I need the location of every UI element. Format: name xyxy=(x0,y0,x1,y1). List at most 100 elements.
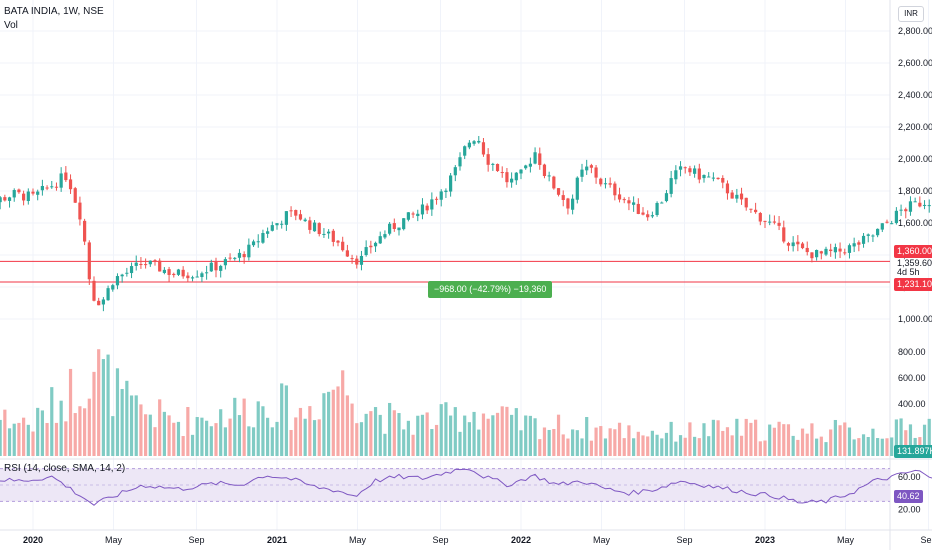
volume-bar xyxy=(148,414,152,456)
volume-bar xyxy=(890,437,894,456)
candle-body xyxy=(815,249,819,258)
volume-bar xyxy=(622,438,626,456)
candle-body xyxy=(608,183,612,185)
price-tick-label: 2,800.00 xyxy=(898,26,932,36)
volume-bar xyxy=(552,428,556,456)
volume-bar xyxy=(336,386,340,456)
candle-body xyxy=(495,163,500,172)
candle-body xyxy=(420,204,425,215)
volume-bar xyxy=(693,436,697,456)
candle-body xyxy=(7,197,12,201)
volume-bar xyxy=(866,437,870,456)
candle-body xyxy=(735,194,739,199)
volume-bar xyxy=(303,418,307,456)
lower-line-badge: 1,231.10 xyxy=(894,278,932,292)
rsi-badge: 40.62 xyxy=(894,489,923,503)
candle-body xyxy=(500,172,504,174)
candle-body xyxy=(219,265,223,271)
candle-body xyxy=(97,300,101,306)
candle-body xyxy=(660,202,664,204)
volume-bar xyxy=(322,393,326,456)
candle-body xyxy=(463,146,467,156)
candle-body xyxy=(233,257,237,259)
candle-body xyxy=(641,212,645,215)
candle-body xyxy=(148,260,152,265)
candle-body xyxy=(627,200,631,204)
candle-body xyxy=(772,221,776,223)
candle-body xyxy=(430,199,434,210)
candle-body xyxy=(908,201,913,212)
volume-bar xyxy=(289,429,293,456)
currency-button[interactable]: INR xyxy=(898,6,924,22)
candle-body xyxy=(308,220,312,230)
candle-body xyxy=(678,166,683,170)
volume-bar xyxy=(594,427,598,456)
candle-body xyxy=(716,177,720,180)
candle-body xyxy=(894,210,898,224)
volume-bar xyxy=(566,438,570,456)
candle-body xyxy=(768,221,772,223)
candle-body xyxy=(101,299,105,305)
candle-body xyxy=(284,211,288,225)
volume-bar xyxy=(819,436,823,456)
candle-body xyxy=(622,199,626,201)
volume-bar xyxy=(876,438,880,456)
candle-body xyxy=(646,214,650,218)
candle-body xyxy=(270,225,274,231)
candle-body xyxy=(683,167,687,169)
volume-bar xyxy=(17,422,21,456)
candle-body xyxy=(125,272,129,274)
volume-bar xyxy=(12,423,16,456)
volume-bar xyxy=(580,438,584,456)
candle-body xyxy=(115,276,120,286)
volume-bar xyxy=(430,429,434,456)
candle-body xyxy=(425,205,429,211)
range-measure[interactable]: −968.00 (−42.79%) −19,360 xyxy=(428,281,553,298)
volume-bar xyxy=(749,422,753,456)
legend-symbol[interactable]: BATA INDIA, 1W, NSE xyxy=(4,6,104,17)
candle-body xyxy=(0,197,2,203)
volume-bar xyxy=(383,433,387,456)
volume-bar xyxy=(280,383,284,456)
volume-bar xyxy=(449,415,453,456)
legend-rsi[interactable]: RSI (14, close, SMA, 14, 2) xyxy=(4,463,126,474)
candle-body xyxy=(411,213,415,215)
volume-bar xyxy=(416,415,420,456)
candle-body xyxy=(650,215,654,217)
volume-bar xyxy=(782,424,786,456)
volume-bar xyxy=(486,418,490,456)
candle-body xyxy=(866,234,870,236)
candle-body xyxy=(711,177,715,179)
volume-bar xyxy=(411,434,415,456)
candle-body xyxy=(327,231,331,234)
candle-body xyxy=(777,222,781,226)
volume-bar xyxy=(439,404,443,456)
volume-bar xyxy=(650,430,654,456)
time-tick-label: 2020 xyxy=(23,535,43,545)
volume-bar xyxy=(833,419,837,456)
volume-bar xyxy=(312,420,317,456)
candle-body xyxy=(158,260,162,272)
candle-body xyxy=(819,251,823,254)
candle-body xyxy=(181,269,185,277)
volume-bar xyxy=(125,380,129,456)
rsi-tick-label: 20.00 xyxy=(898,505,921,515)
candle-body xyxy=(176,269,181,275)
candle-body xyxy=(444,190,448,193)
volume-bar xyxy=(0,419,2,456)
legend-volume[interactable]: Vol xyxy=(4,20,18,31)
volume-bar xyxy=(571,429,575,456)
volume-bar xyxy=(402,429,406,456)
volume-bar xyxy=(388,402,392,456)
candle-body xyxy=(791,242,795,247)
candle-body xyxy=(223,259,227,266)
volume-bar xyxy=(721,430,725,456)
volume-bar xyxy=(880,438,884,456)
volume-bar xyxy=(763,440,767,456)
candle-body xyxy=(519,169,523,174)
candle-body xyxy=(876,228,880,236)
volume-bar xyxy=(641,435,645,456)
time-tick-label: May xyxy=(349,535,367,545)
candle-body xyxy=(918,202,922,207)
